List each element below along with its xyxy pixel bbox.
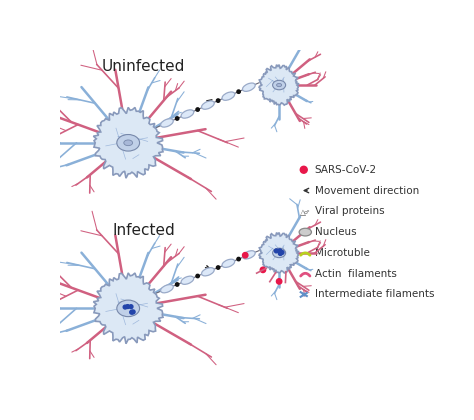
Ellipse shape [201,101,214,109]
Polygon shape [259,65,299,105]
Circle shape [175,283,179,286]
Text: Intermediate filaments: Intermediate filaments [315,289,434,299]
Ellipse shape [124,140,133,146]
Circle shape [237,257,240,261]
Circle shape [217,99,220,102]
Circle shape [276,279,282,284]
Ellipse shape [117,134,139,151]
Text: Movement direction: Movement direction [315,186,419,196]
Circle shape [130,310,134,314]
Circle shape [243,252,248,258]
Text: Viral proteins: Viral proteins [315,206,384,216]
Circle shape [237,90,240,93]
Ellipse shape [277,84,282,87]
Circle shape [301,166,307,173]
Circle shape [278,252,283,255]
Ellipse shape [243,83,255,92]
Text: oᵒ: oᵒ [304,210,310,215]
Ellipse shape [222,92,235,100]
Ellipse shape [273,248,286,257]
Circle shape [123,305,127,309]
Text: Microtuble: Microtuble [315,248,369,258]
Text: Nucleus: Nucleus [315,227,356,237]
Ellipse shape [243,251,255,259]
Text: SARS-CoV-2: SARS-CoV-2 [315,165,377,175]
Circle shape [217,266,220,269]
Circle shape [129,305,133,309]
Ellipse shape [161,119,173,127]
Ellipse shape [117,300,139,317]
Circle shape [196,108,200,111]
Circle shape [274,249,278,253]
Ellipse shape [273,80,286,90]
Circle shape [280,250,284,255]
Polygon shape [93,108,163,178]
Circle shape [260,267,265,273]
Text: Infected: Infected [112,223,175,238]
Text: △: △ [300,207,306,217]
Circle shape [126,304,129,309]
Polygon shape [259,233,299,273]
Circle shape [278,249,282,253]
Text: Uninfected: Uninfected [102,59,185,74]
Circle shape [278,250,283,254]
Ellipse shape [181,110,194,118]
Circle shape [302,293,305,296]
Ellipse shape [299,228,311,236]
Circle shape [175,117,179,120]
Ellipse shape [201,268,214,276]
Ellipse shape [161,285,173,293]
Circle shape [131,310,135,314]
Text: Actin  filaments: Actin filaments [315,269,396,279]
Ellipse shape [181,276,194,284]
Circle shape [196,274,200,278]
Ellipse shape [222,259,235,268]
Polygon shape [93,273,163,344]
